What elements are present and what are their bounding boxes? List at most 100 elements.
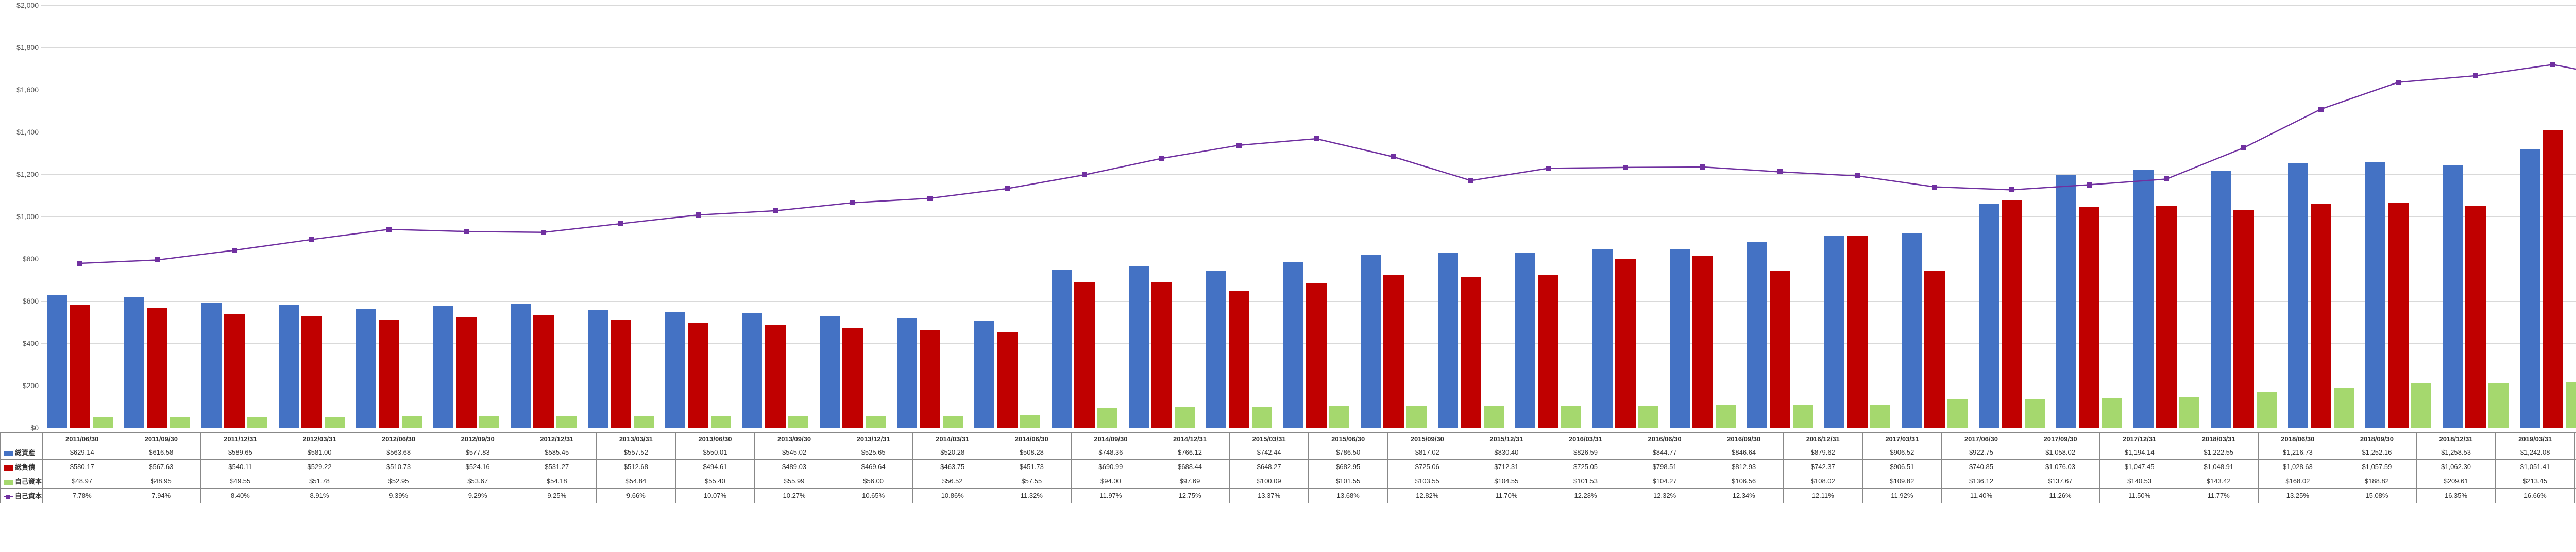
total_assets-bar [897,318,918,428]
total_liab-bar [147,308,167,428]
equity-bar [479,416,500,428]
total_liab-bar [1847,236,1868,428]
equity-ratio-marker [2164,176,2169,181]
table-cell: $97.69 [1150,474,1230,489]
equity-ratio-marker [1391,154,1396,159]
equity-ratio-marker [2396,80,2401,85]
table-date-header: 2015/03/31 [1229,433,1309,445]
table-cell: $1,048.91 [2179,460,2258,474]
table-cell: $846.64 [1704,445,1784,460]
table-cell: $101.55 [1309,474,1388,489]
table-cell: $469.64 [834,460,913,474]
table-cell: $55.99 [755,474,834,489]
equity-ratio-marker [1700,164,1705,170]
table-cell: $53.67 [438,474,517,489]
table-date-header: 2014/03/31 [913,433,992,445]
category-group [2050,5,2128,428]
table-date-header: 2015/12/31 [1467,433,1546,445]
legend-label-total_assets: 総資産 [15,449,35,457]
equity-bar [1638,406,1659,428]
category-group [1046,5,1123,428]
table-cell: 12.82% [1388,489,1467,503]
equity-bar [1406,406,1427,428]
row-header-total_liab: 総負債 [1,460,43,474]
total_assets-bar [2288,163,2309,428]
total_assets-bar [820,316,840,428]
table-cell: $524.16 [438,460,517,474]
total_assets-bar [279,305,299,428]
table-cell: $748.36 [1071,445,1150,460]
total_assets-bar [665,312,686,428]
table-cell: $136.12 [1942,474,2021,489]
table-date-header: 2014/06/30 [992,433,1072,445]
table-cell: $48.95 [122,474,201,489]
category-group [2205,5,2282,428]
equity-ratio-marker [232,248,237,253]
total_liab-bar [765,325,786,428]
category-group [1819,5,1896,428]
equity-bar [2411,383,2432,428]
equity-ratio-marker [386,227,392,232]
table-cell: $563.68 [359,445,438,460]
category-group [273,5,350,428]
table-cell: $1,076.03 [2021,460,2100,474]
table-cell: 12.28% [1546,489,1625,503]
table-cell: $742.44 [1229,445,1309,460]
table-cell: 15.08% [2337,489,2417,503]
equity-ratio-marker [1236,143,1242,148]
y-left-tick: $600 [3,297,39,305]
table-cell: $106.56 [1704,474,1784,489]
table-cell: $766.12 [1150,445,1230,460]
category-group [737,5,814,428]
table-cell: $104.55 [1467,474,1546,489]
table-cell: 9.39% [359,489,438,503]
y-left-tick: $0 [3,424,39,432]
equity-bar [943,416,963,428]
equity-bar [866,416,886,428]
y-axis-left: $0$200$400$600$800$1,000$1,200$1,400$1,6… [3,5,39,428]
table-cell: $525.65 [834,445,913,460]
category-group [891,5,969,428]
table-date-header: 2013/03/31 [597,433,676,445]
equity-ratio-marker [773,208,778,213]
total_assets-bar [2056,175,2077,428]
equity-bar [2334,388,2354,428]
table-cell: $56.52 [913,474,992,489]
table-cell: $648.27 [1229,460,1309,474]
table-cell: $209.61 [2416,474,2496,489]
equity-bar [1716,405,1736,428]
table-cell: $682.95 [1309,460,1388,474]
equity-bar [1793,405,1814,428]
table-cell: $1,222.55 [2179,445,2258,460]
equity-bar [2257,392,2277,428]
table-cell: $51.78 [280,474,359,489]
equity-bar [1329,406,1350,428]
equity-ratio-marker [618,221,623,226]
category-group [2514,5,2576,428]
data-table: 2011/06/302011/09/302011/12/312012/03/31… [0,432,2576,503]
table-cell: $817.02 [1388,445,1467,460]
table-cell: 10.27% [755,489,834,503]
total_liab-bar [997,332,1018,428]
total_liab-bar [1074,282,1095,428]
total_assets-bar [1979,204,1999,428]
equity-ratio-marker [464,229,469,234]
total_assets-bar [1206,271,1227,428]
table-cell: $510.73 [359,460,438,474]
table-cell: $812.93 [1704,460,1784,474]
table-cell: $512.68 [597,460,676,474]
equity-bar [1020,415,1041,428]
category-group [196,5,273,428]
equity-ratio-marker [541,230,546,235]
table-cell: 9.29% [438,489,517,503]
category-group [814,5,891,428]
table-cell: $494.61 [675,460,755,474]
table-cell: $589.65 [201,445,280,460]
table-cell: 9.66% [597,489,676,503]
table-cell: 11.32% [992,489,1072,503]
table-cell: $140.53 [2100,474,2179,489]
equity-bar [1484,406,1504,428]
total_assets-bar [2520,149,2540,428]
total_liab-bar [2079,207,2099,428]
total_assets-bar [588,310,608,428]
